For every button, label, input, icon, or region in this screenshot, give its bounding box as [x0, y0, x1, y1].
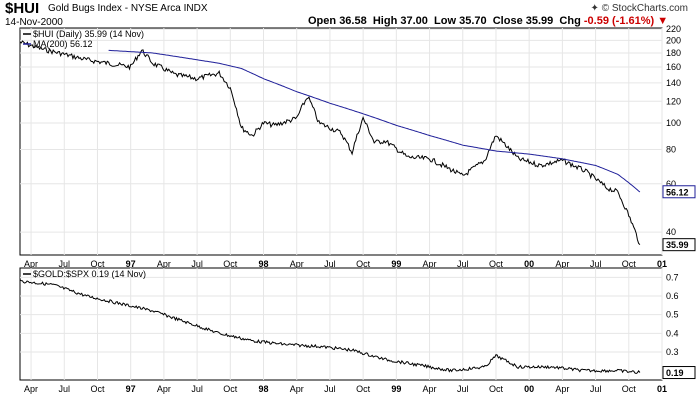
panel1-y-tick-label: 200	[666, 35, 681, 45]
panel1-value-tag-text: 56.12	[666, 187, 689, 197]
close-value: 35.99	[525, 15, 554, 27]
panel2-x-tick-label: Oct	[356, 384, 371, 394]
stockcharts-credit: ✦ © StockCharts.com	[591, 3, 688, 14]
panel2-y-tick-label: 0.4	[666, 328, 679, 338]
panel2-value-tag	[662, 366, 696, 380]
panel2-x-tick-label: Oct	[622, 384, 637, 394]
panel1-x-tick-label: Apr	[290, 259, 304, 269]
panel2-x-tick-label: Oct	[489, 384, 504, 394]
chg-label: Chg	[559, 15, 581, 27]
panel1-x-tick-label: Oct	[356, 259, 371, 269]
open-label: Open	[308, 15, 337, 27]
panel1-x-tick-label: Apr	[157, 259, 171, 269]
panel2-x-tick-label: 99	[391, 384, 401, 394]
panel1-x-tick-label: Jul	[590, 259, 602, 269]
stockcharts-logo-icon: ✦	[590, 3, 599, 14]
panel1-x-tick-label: 97	[126, 259, 136, 269]
panel1-x-tick-label: Oct	[90, 259, 105, 269]
panel2-x-tick-label: Jul	[59, 384, 71, 394]
panel2-x-tick-label: Apr	[423, 384, 437, 394]
panel2-x-tick-label: Jul	[191, 384, 203, 394]
panel1-x-tick-label: 00	[524, 259, 534, 269]
ohlc-readout: Open 36.58 High 37.00 Low 35.70 Close 35…	[308, 15, 668, 27]
panel2-value-tag-text: 0.19	[666, 368, 684, 378]
panel1-x-tick-label: 98	[259, 259, 269, 269]
panel1-y-tick-label: 140	[666, 78, 681, 88]
panel1-y-tick-label: 180	[666, 48, 681, 58]
panel1-value-tag	[662, 238, 696, 252]
high-label: High	[372, 15, 398, 27]
chg-value: -0.59 (-1.61%)	[583, 15, 655, 27]
panel1-legend-entry: MA(200) 56.12	[33, 39, 93, 49]
panel2-x-tick-label: Apr	[157, 384, 171, 394]
panel2-plot-frame	[19, 267, 663, 381]
panel1-y-tick-label: 120	[666, 96, 681, 106]
chart-name: Gold Bugs Index - NYSE Arca INDX	[48, 3, 208, 14]
panel1-y-tick-label: 220	[666, 24, 681, 34]
panel1-value-tag	[662, 185, 696, 199]
panel1-y-tick-label: 160	[666, 62, 681, 72]
panel1-x-tick-label: Jul	[59, 259, 71, 269]
panel2-series-line-1	[19, 279, 641, 375]
credit-text: © StockCharts.com	[601, 3, 688, 14]
panel1-value-tag-text: 35.99	[666, 240, 689, 250]
panel2-y-tick-label: 0.5	[666, 310, 679, 320]
panel2-x-tick-label: Apr	[24, 384, 38, 394]
panel2-x-tick-label: Oct	[223, 384, 238, 394]
panel1-x-tick-label: Jul	[191, 259, 203, 269]
chart-symbol: $HUI	[5, 0, 40, 17]
high-value: 37.00	[400, 15, 428, 27]
down-triangle-icon: ▼	[657, 15, 669, 27]
panel1-x-tick-label: Oct	[489, 259, 504, 269]
chart-date: 14-Nov-2000	[5, 17, 63, 28]
panel2-x-tick-label: Jul	[324, 384, 336, 394]
panel1-x-tick-label: Oct	[223, 259, 238, 269]
panel2-x-tick-label: 98	[259, 384, 269, 394]
panel2-y-tick-label: 0.7	[666, 272, 679, 282]
panel1-x-tick-label: 01	[657, 259, 667, 269]
panel2-x-tick-label: 00	[524, 384, 534, 394]
panel1-x-tick-label: Apr	[555, 259, 569, 269]
panel2-x-tick-label: Apr	[290, 384, 304, 394]
panel2-x-tick-label: 97	[126, 384, 136, 394]
panel1-y-tick-label: 40	[666, 227, 676, 237]
panel1-y-tick-label: 80	[666, 145, 676, 155]
panel1-x-tick-label: Jul	[457, 259, 469, 269]
panel1-y-tick-label: 60	[666, 179, 676, 189]
panel2-x-tick-label: Jul	[590, 384, 602, 394]
panel2-legend-entry: $GOLD:$SPX 0.19 (14 Nov)	[33, 269, 146, 279]
panel1-x-tick-label: Jul	[324, 259, 336, 269]
panel1-series-line-2	[108, 49, 641, 193]
panel1-plot-frame	[19, 27, 663, 256]
open-value: 36.58	[339, 15, 367, 27]
panel1-x-tick-label: 99	[391, 259, 401, 269]
close-label: Close	[492, 15, 523, 27]
panel1-series-line-1	[19, 40, 641, 245]
panel1-x-tick-label: Apr	[423, 259, 437, 269]
low-label: Low	[434, 15, 457, 27]
panel2-x-tick-label: Jul	[457, 384, 469, 394]
panel2-x-tick-label: Oct	[90, 384, 105, 394]
panel1-x-tick-label: Oct	[622, 259, 637, 269]
panel2-y-tick-label: 0.6	[666, 291, 679, 301]
panel1-legend-entry: $HUI (Daily) 35.99 (14 Nov)	[33, 29, 144, 39]
panel1-y-tick-label: 100	[666, 118, 681, 128]
low-value: 35.70	[459, 15, 487, 27]
panel2-x-tick-label: Apr	[555, 384, 569, 394]
panel2-y-tick-label: 0.3	[666, 347, 679, 357]
panel1-x-tick-label: Apr	[24, 259, 38, 269]
panel2-x-tick-label: 01	[657, 384, 667, 394]
